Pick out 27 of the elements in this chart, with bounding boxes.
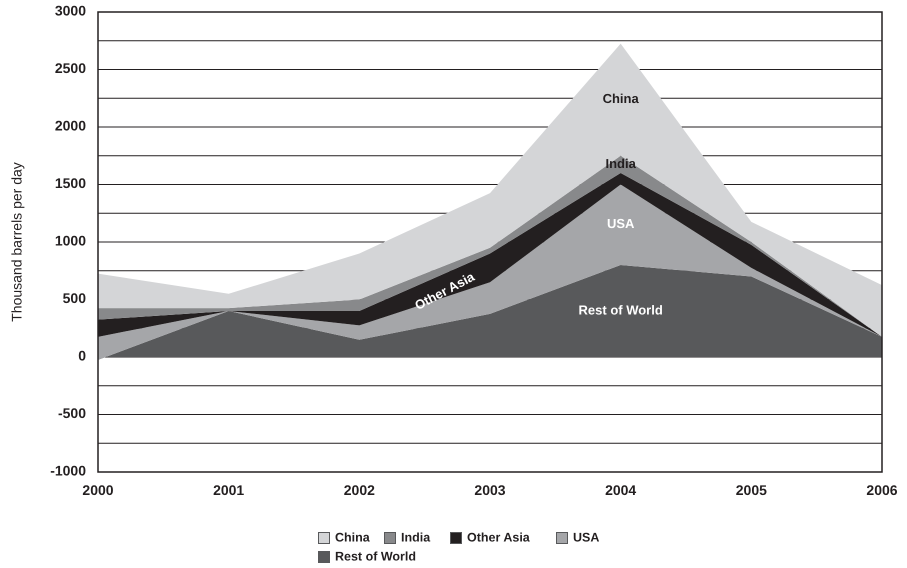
y-tick-label: 2000 xyxy=(54,118,86,134)
text: USA xyxy=(606,216,634,232)
legend-label: Other Asia xyxy=(467,530,531,544)
text: India xyxy=(605,156,636,171)
x-tick-label: 2003 xyxy=(474,482,506,498)
legend-label: India xyxy=(401,530,432,544)
y-tick-label: -1000 xyxy=(50,462,86,479)
y-tick-label: 500 xyxy=(62,290,86,306)
x-tick-label: 2006 xyxy=(866,482,898,498)
legend-label: China xyxy=(335,530,371,544)
legend-label: Rest of World xyxy=(335,549,416,564)
legend-label: USA xyxy=(573,530,600,544)
y-tick-label: -500 xyxy=(58,405,86,422)
text: Rest of World xyxy=(578,302,663,318)
y-tick-label: 2500 xyxy=(54,60,86,76)
y-tick-label: 1500 xyxy=(54,175,86,192)
y-tick-label: 0 xyxy=(78,348,86,364)
x-tick-label: 2000 xyxy=(82,482,114,498)
y-tick-label: 1000 xyxy=(54,232,86,249)
x-tick-label: 2005 xyxy=(736,482,768,498)
y-axis-title: Thousand barrels per day xyxy=(8,162,25,322)
x-tick-label: 2001 xyxy=(213,482,244,498)
text: Other Asia xyxy=(412,268,477,313)
y-tick-label: 3000 xyxy=(54,2,86,19)
x-tick-label: 2004 xyxy=(605,482,636,498)
x-tick-label: 2002 xyxy=(344,482,376,498)
text: China xyxy=(602,91,639,106)
